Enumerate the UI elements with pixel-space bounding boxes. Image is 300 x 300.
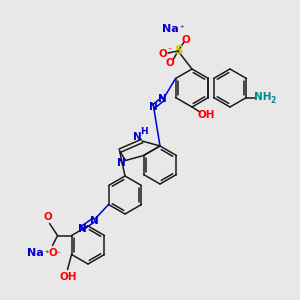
Text: 2: 2 bbox=[271, 96, 276, 105]
Text: S: S bbox=[174, 44, 182, 58]
Text: N: N bbox=[117, 158, 126, 169]
Text: N: N bbox=[133, 132, 141, 142]
Text: H: H bbox=[140, 127, 148, 136]
Text: O: O bbox=[166, 58, 174, 68]
Text: O: O bbox=[182, 35, 190, 45]
Text: NH: NH bbox=[254, 92, 271, 103]
Text: Na: Na bbox=[27, 248, 44, 259]
Text: N: N bbox=[149, 103, 158, 112]
Text: ⁺: ⁺ bbox=[44, 249, 49, 258]
Text: OH: OH bbox=[197, 110, 215, 120]
Text: N: N bbox=[90, 215, 99, 226]
Text: O: O bbox=[159, 49, 167, 59]
Text: Na: Na bbox=[162, 24, 178, 34]
Text: O: O bbox=[48, 248, 57, 259]
Text: ⁺: ⁺ bbox=[180, 25, 184, 34]
Text: O: O bbox=[43, 212, 52, 223]
Text: ⁻: ⁻ bbox=[167, 46, 171, 55]
Text: ⁻: ⁻ bbox=[56, 249, 61, 258]
Text: N: N bbox=[158, 94, 167, 103]
Text: N: N bbox=[78, 224, 87, 235]
Text: OH: OH bbox=[60, 272, 77, 281]
